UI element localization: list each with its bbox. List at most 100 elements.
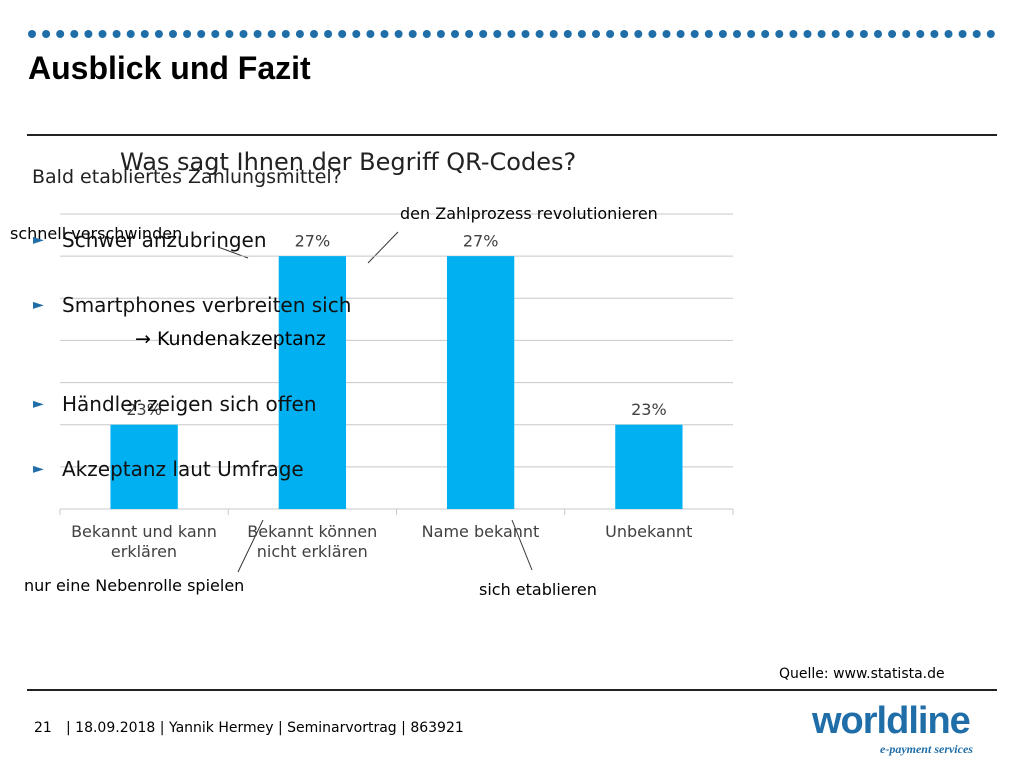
dot <box>535 30 544 38</box>
dot <box>958 30 967 38</box>
value-label: 23% <box>631 400 667 419</box>
dot <box>479 30 488 38</box>
dot <box>803 30 812 38</box>
dot <box>986 30 995 38</box>
dot <box>140 30 149 38</box>
dot <box>408 30 417 38</box>
dot <box>690 30 699 38</box>
dot <box>648 30 657 38</box>
dot <box>831 30 840 38</box>
value-label: 23% <box>126 400 162 419</box>
title: Ausblick und Fazit <box>28 50 311 86</box>
dot <box>267 30 276 38</box>
x-tick-label: Unbekannt <box>605 522 693 541</box>
dot <box>42 30 51 38</box>
dot <box>704 30 713 38</box>
annotation: den Zahlprozess revolutionieren <box>400 204 658 223</box>
dot <box>112 30 121 38</box>
dot <box>718 30 727 38</box>
dot <box>775 30 784 38</box>
bullet-marker: ► <box>33 232 44 248</box>
bullet: Händler zeigen sich offen <box>62 392 317 416</box>
footer: | 18.09.2018 | Yannik Hermey | Seminarvo… <box>66 720 464 736</box>
dot <box>620 30 629 38</box>
dot <box>394 30 403 38</box>
dot <box>422 30 431 38</box>
dot <box>930 30 939 38</box>
dot <box>197 30 206 38</box>
dot <box>324 30 333 38</box>
dot <box>634 30 643 38</box>
dot <box>98 30 107 38</box>
bar <box>110 424 178 509</box>
dot <box>817 30 826 38</box>
dot <box>28 30 36 38</box>
annotation: nur eine Nebenrolle spielen <box>24 576 245 595</box>
dot <box>493 30 502 38</box>
question: Bald etabliertes Zahlungsmittel? <box>32 166 342 188</box>
bullet-marker: ► <box>33 396 44 412</box>
dot <box>338 30 347 38</box>
dot <box>56 30 65 38</box>
dot <box>380 30 389 38</box>
dot <box>916 30 925 38</box>
dot <box>310 30 318 38</box>
bullet-marker: ► <box>33 461 44 477</box>
bar <box>615 424 683 509</box>
dot <box>465 30 474 38</box>
dot <box>225 30 234 38</box>
x-tick-label: Bekannt können nicht erklären <box>247 522 378 561</box>
pointer <box>511 519 533 571</box>
dot <box>521 30 530 38</box>
dot <box>563 30 572 38</box>
dot <box>126 30 135 38</box>
dot <box>888 30 897 38</box>
x-tick-label: Name bekannt <box>421 522 540 541</box>
dot <box>451 30 459 38</box>
bullet: Akzeptanz laut Umfrage <box>62 457 304 481</box>
dot <box>577 30 586 38</box>
question: Was sagt Ihnen der Begriff QR-Codes? <box>120 148 577 176</box>
dot <box>845 30 854 38</box>
dot <box>507 30 516 38</box>
dot <box>183 30 192 38</box>
x-tick-label: Bekannt und kann erklären <box>71 522 217 561</box>
dot <box>733 30 741 38</box>
bar <box>446 256 515 509</box>
annotation: schnell verschwinden <box>10 224 183 243</box>
pointer <box>237 519 264 573</box>
dot <box>295 30 304 38</box>
dot <box>944 30 953 38</box>
dot <box>747 30 756 38</box>
dot <box>606 30 615 38</box>
bullet-marker: ► <box>33 297 44 313</box>
logo-tagline: e-payment services <box>880 742 973 756</box>
dot <box>789 30 798 38</box>
dot <box>70 30 79 38</box>
annotation: sich etablieren <box>479 580 597 599</box>
dot <box>352 30 361 38</box>
page-number: 21 <box>34 720 52 736</box>
pointer <box>367 231 399 264</box>
dot <box>972 30 981 38</box>
dot <box>239 30 248 38</box>
dot <box>592 30 600 38</box>
dot <box>366 30 375 38</box>
value-label: 27% <box>463 232 499 251</box>
dot <box>761 30 770 38</box>
bullet: Schwer anzubringen <box>62 228 267 252</box>
dot <box>154 30 163 38</box>
dot <box>859 30 868 38</box>
bar <box>278 256 347 509</box>
dot <box>662 30 671 38</box>
dot <box>169 30 177 38</box>
bullet-sub: → Kundenakzeptanz <box>135 328 326 350</box>
bullet: Smartphones verbreiten sich <box>62 293 352 317</box>
dot <box>874 30 882 38</box>
dot <box>549 30 558 38</box>
logo: worldline <box>812 700 971 742</box>
dot <box>436 30 445 38</box>
dot <box>281 30 290 38</box>
dot <box>253 30 262 38</box>
